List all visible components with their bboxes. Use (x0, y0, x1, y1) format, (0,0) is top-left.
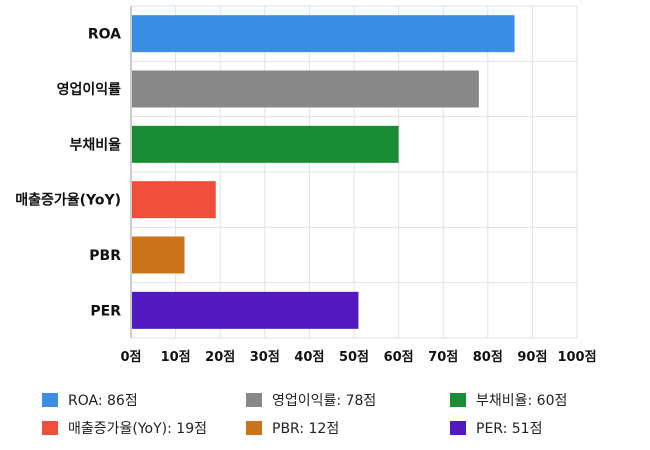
y-tick-label: PBR (89, 248, 121, 264)
bar (132, 181, 216, 219)
legend-item-revenue-growth: 매출증가율(YoY): 19점 (42, 418, 207, 438)
bar (132, 291, 359, 329)
y-tick-label: PER (90, 303, 121, 319)
legend-swatch (246, 421, 262, 435)
x-tick-label: 50점 (339, 350, 369, 365)
bar (132, 125, 399, 163)
x-tick-label: 30점 (250, 350, 280, 365)
x-tick-label: 10점 (161, 350, 191, 365)
legend-label: ROA: 86점 (68, 393, 138, 409)
legend-swatch (246, 393, 262, 407)
legend-item-operating-margin: 영업이익률: 78점 (246, 390, 376, 410)
legend-item-roa: ROA: 86점 (42, 390, 138, 410)
legend-label: PBR: 12점 (272, 421, 340, 437)
y-tick-label: 매출증가율(YoY) (15, 192, 121, 209)
legend-label: 매출증가율(YoY): 19점 (68, 421, 207, 437)
x-tick-label: 20점 (205, 350, 235, 365)
x-tick-label: 80점 (473, 350, 503, 365)
x-tick-label: 90점 (517, 350, 547, 365)
y-tick-label: 부채비율 (69, 136, 121, 153)
legend-label: 부채비율: 60점 (476, 393, 568, 409)
y-tick-label: 영업이익률 (57, 81, 122, 98)
legend-item-debt-ratio: 부채비율: 60점 (450, 390, 567, 410)
x-tick-label: 70점 (428, 350, 458, 365)
legend-item-per: PER: 51점 (450, 418, 542, 438)
x-tick-label: 100점 (557, 350, 596, 365)
y-tick-label: ROA (88, 27, 121, 43)
legend-label: PER: 51점 (476, 421, 543, 437)
legend-swatch (450, 421, 466, 435)
legend-swatch (42, 421, 58, 435)
legend-swatch (42, 393, 58, 407)
x-tick-label: 40점 (294, 350, 324, 365)
legend-item-pbr: PBR: 12점 (246, 418, 339, 438)
bar (132, 15, 515, 53)
legend-swatch (450, 393, 466, 407)
x-tick-label: 0점 (120, 350, 141, 365)
bar (132, 70, 479, 108)
x-tick-label: 60점 (384, 350, 414, 365)
legend-label: 영업이익률: 78점 (272, 393, 377, 409)
bar (132, 236, 185, 274)
